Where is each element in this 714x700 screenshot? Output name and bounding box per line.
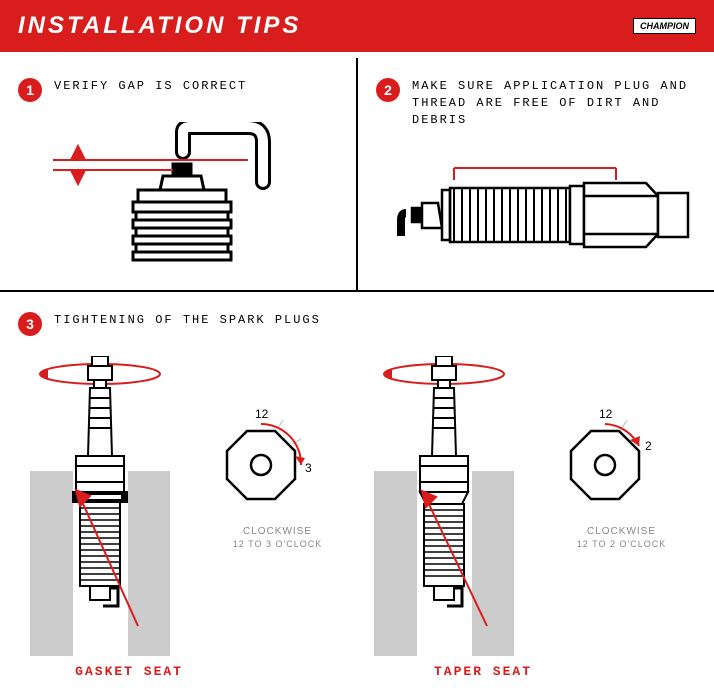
- thread-diagram: [376, 148, 696, 288]
- gasket-seat-label: GASKET SEAT: [18, 664, 193, 679]
- step-3-header: 3 TIGHTENING OF THE SPARK PLUGS: [18, 312, 696, 336]
- left-dial-line1: CLOCKWISE: [203, 526, 352, 537]
- step-1-text: VERIFY GAP IS CORRECT: [54, 78, 247, 95]
- right-dial-column: 12 2 CLOCKWISE 12 TO 2 O'CLOCK: [547, 356, 696, 679]
- gasket-plug-column: GASKET SEAT: [18, 356, 193, 679]
- taper-plug-diagram: [362, 356, 537, 656]
- right-dial: 12 2: [547, 406, 667, 526]
- step-2-text: MAKE SURE APPLICATION PLUG AND THREAD AR…: [412, 78, 696, 128]
- step-3-panel: 3 TIGHTENING OF THE SPARK PLUGS: [0, 292, 714, 699]
- header-bar: INSTALLATION TIPS CHAMPION: [0, 0, 714, 52]
- step-3-text: TIGHTENING OF THE SPARK PLUGS: [54, 312, 321, 329]
- right-dial-line1: CLOCKWISE: [547, 526, 696, 537]
- step-badge-2: 2: [376, 78, 400, 102]
- dial-12-label: 12: [255, 407, 269, 421]
- step-badge-1: 1: [18, 78, 42, 102]
- tightening-row: GASKET SEAT 12 3 CL: [18, 356, 696, 679]
- step-1-panel: 1 VERIFY GAP IS CORRECT: [0, 58, 358, 290]
- page-title: INSTALLATION TIPS: [18, 12, 301, 40]
- brand-logo: CHAMPION: [633, 18, 696, 34]
- dial-3-label: 3: [305, 461, 312, 475]
- step-2-panel: 2 MAKE SURE APPLICATION PLUG AND THREAD …: [358, 58, 714, 290]
- step-2-header: 2 MAKE SURE APPLICATION PLUG AND THREAD …: [376, 78, 696, 128]
- gap-diagram: [18, 122, 338, 272]
- taper-plug-column: TAPER SEAT: [362, 356, 537, 679]
- left-dial: 12 3: [203, 406, 323, 526]
- step-badge-3: 3: [18, 312, 42, 336]
- step-1-header: 1 VERIFY GAP IS CORRECT: [18, 78, 338, 102]
- left-dial-line2: 12 TO 3 O'CLOCK: [203, 539, 352, 549]
- taper-seat-label: TAPER SEAT: [362, 664, 537, 679]
- right-dial-line2: 12 TO 2 O'CLOCK: [547, 539, 696, 549]
- dial-2-label: 2: [645, 439, 652, 453]
- gasket-plug-diagram: [18, 356, 193, 656]
- top-row: 1 VERIFY GAP IS CORRECT: [0, 52, 714, 290]
- dial-12-label-r: 12: [599, 407, 613, 421]
- left-dial-column: 12 3 CLOCKWISE 12 TO 3 O'CLOCK: [203, 356, 352, 679]
